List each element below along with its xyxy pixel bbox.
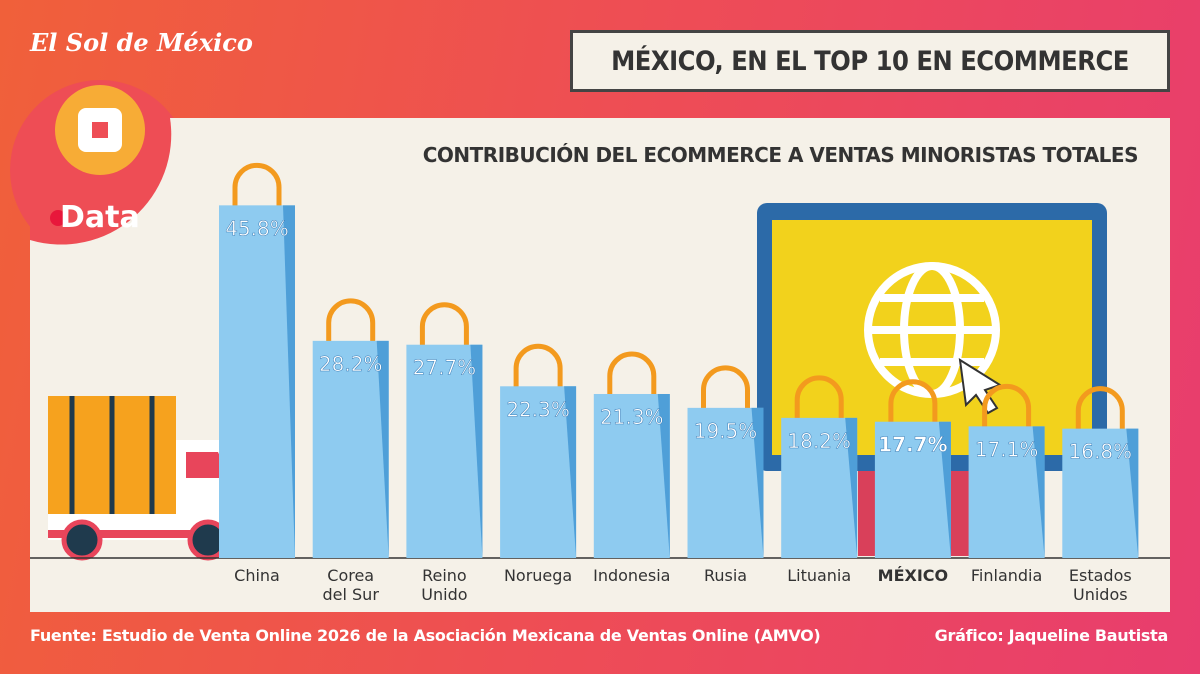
bar [874,421,951,558]
bar [500,386,577,558]
bag-handle [513,343,563,395]
bar-side [1126,428,1139,558]
value-label: 17.1% [975,437,1039,461]
bag-handle [701,365,750,416]
bar-side [470,344,483,558]
category-label: Finlandia [970,566,1043,585]
bag-handle [232,162,282,214]
value-label: 18.2% [787,429,851,453]
category-label: MÉXICO [877,566,949,585]
bar [406,344,483,558]
bar [1062,428,1139,558]
bar [593,393,670,558]
truck-stripes [69,396,155,514]
monitor-screen [772,220,1092,455]
category-label: Corea del Sur [322,566,379,604]
bar-side [751,407,764,558]
source: Fuente: Estudio de Venta Online 2026 de … [30,626,821,645]
value-label: 16.8% [1069,440,1133,464]
value-label: 28.2% [319,352,383,376]
value-label: 17.7% [878,433,947,457]
brand: El Sol de México [30,28,253,57]
logo-icon-inner [92,122,108,138]
value-label: 21.3% [600,405,664,429]
brand-section: Data [60,200,140,235]
bag-handle [794,375,844,426]
bar [687,407,764,558]
bar [219,205,295,558]
bag-handle [888,379,938,430]
bag-handle [607,351,657,402]
category-label: China [234,566,280,585]
chart-title: MÉXICO, EN EL TOP 10 EN ECOMMERCE [570,30,1170,92]
category-label: Noruega [503,566,573,585]
category-label: Lituania [787,566,852,585]
bar-side [657,393,670,558]
bar-side [845,417,858,558]
category-label: Reino Unido [421,566,468,604]
logo-dot [50,210,66,226]
truck-line [48,530,244,538]
bar-side [564,386,577,558]
bag-handle [982,383,1032,435]
value-label: 19.5% [694,419,758,443]
bag-handle [419,302,469,353]
bag-handle [326,298,376,349]
value-label: 27.7% [413,356,477,380]
chart-subtitle: CONTRIBUCIÓN DEL ECOMMERCE A VENTAS MINO… [422,143,1139,167]
bar-side [1032,426,1045,558]
bar-side [283,205,295,558]
category-label: Rusia [703,566,748,585]
bar [312,340,389,558]
category-label: Estados Unidos [1068,566,1132,604]
category-label: Indonesia [593,566,671,585]
value-label: 22.3% [506,397,570,421]
bar [968,426,1045,558]
value-label: 45.8% [225,216,289,240]
bar-side [376,340,389,558]
bar-side [938,421,951,558]
credit: Gráfico: Jaqueline Bautista [934,626,1169,645]
bag-handle [1075,386,1125,437]
bar [781,417,858,558]
